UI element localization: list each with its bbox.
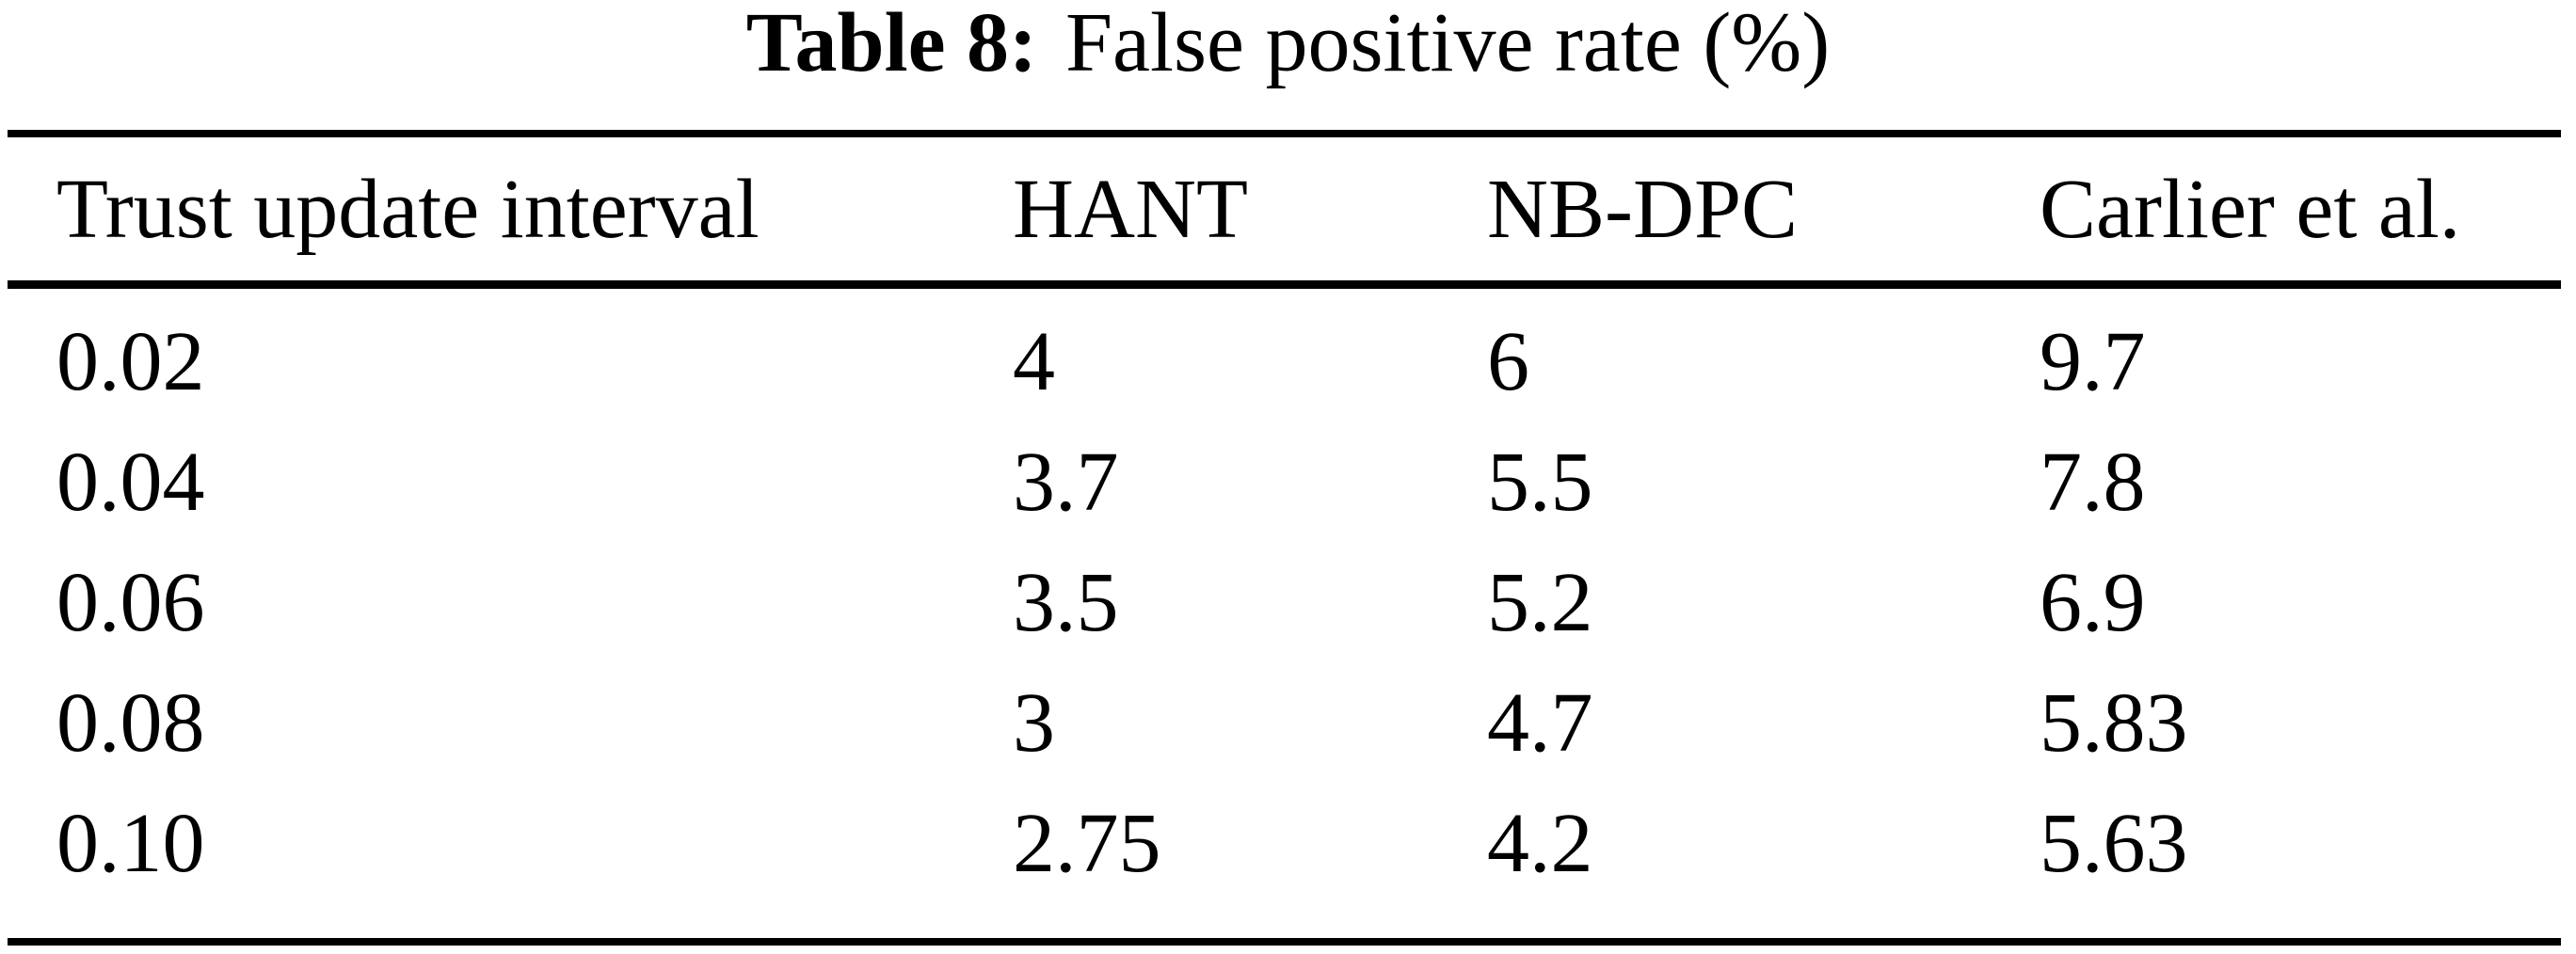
table-cell: 5.63: [2040, 797, 2188, 890]
table-cell: 9.7: [2040, 315, 2146, 408]
table-header-row: Trust update interval HANT NB-DPC Carlie…: [0, 138, 2576, 280]
table-bottom-rule: [8, 938, 2561, 946]
table-caption-title: False positive rate (%): [1065, 0, 1831, 89]
column-header-carlier-et-al: Carlier et al.: [2040, 163, 2461, 256]
table-caption-label: Table 8:: [745, 0, 1037, 89]
table-cell: 6.9: [2040, 556, 2146, 649]
table-cell: 5.5: [1487, 436, 1593, 529]
table-cell: 6: [1487, 315, 1529, 408]
column-header-nb-dpc: NB-DPC: [1487, 163, 1799, 256]
table-cell: 7.8: [2040, 436, 2146, 529]
table-cell: 2.75: [1013, 797, 1161, 890]
table-cell: 3.7: [1013, 436, 1119, 529]
table-cell: 3.5: [1013, 556, 1119, 649]
table-body: 0.02 4 6 9.7 0.04 3.7 5.5 7.8 0.06 3.5 5…: [0, 302, 2576, 904]
table-cell: 0.10: [56, 797, 205, 890]
table-header-rule: [8, 280, 2561, 289]
column-header-trust-update-interval: Trust update interval: [56, 163, 760, 256]
table-cell: 4.7: [1487, 676, 1593, 770]
table-cell: 5.2: [1487, 556, 1593, 649]
table-cell: 4: [1013, 315, 1055, 408]
table-cell: 3: [1013, 676, 1055, 770]
table-cell: 5.83: [2040, 676, 2188, 770]
table-cell: 4.2: [1487, 797, 1593, 890]
table-top-rule: [8, 130, 2561, 137]
table-cell: 0.04: [56, 436, 205, 529]
table-cell: 0.08: [56, 676, 205, 770]
table-cell: 0.02: [56, 315, 205, 408]
table-cell: 0.06: [56, 556, 205, 649]
table-caption: Table 8: False positive rate (%): [0, 0, 2576, 87]
column-header-hant: HANT: [1013, 163, 1248, 256]
